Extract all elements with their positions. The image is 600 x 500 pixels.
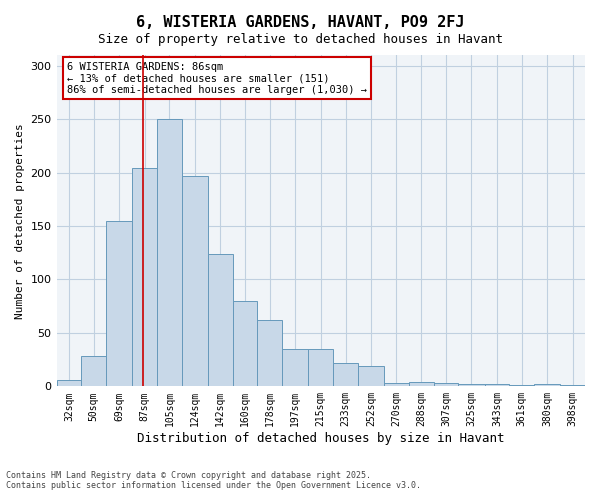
Text: 6, WISTERIA GARDENS, HAVANT, PO9 2FJ: 6, WISTERIA GARDENS, HAVANT, PO9 2FJ [136,15,464,30]
Bar [409,382,434,386]
Bar [308,349,333,387]
Bar [106,220,132,386]
Bar [132,168,157,386]
Bar [82,356,106,386]
Bar [434,383,458,386]
Text: 6 WISTERIA GARDENS: 86sqm
← 13% of detached houses are smaller (151)
86% of semi: 6 WISTERIA GARDENS: 86sqm ← 13% of detac… [67,62,367,95]
Bar [485,384,509,386]
Bar [56,380,82,386]
Text: Contains HM Land Registry data © Crown copyright and database right 2025.
Contai: Contains HM Land Registry data © Crown c… [6,470,421,490]
Bar [333,363,358,386]
Bar [208,254,233,386]
Bar [358,366,384,386]
Bar [182,176,208,386]
Text: Size of property relative to detached houses in Havant: Size of property relative to detached ho… [97,32,503,46]
Bar [233,301,257,386]
Bar [384,383,409,386]
Bar [282,349,308,387]
Bar [534,384,560,386]
Bar [458,384,485,386]
Bar [157,119,182,386]
X-axis label: Distribution of detached houses by size in Havant: Distribution of detached houses by size … [137,432,505,445]
Bar [257,320,282,386]
Y-axis label: Number of detached properties: Number of detached properties [15,123,25,318]
